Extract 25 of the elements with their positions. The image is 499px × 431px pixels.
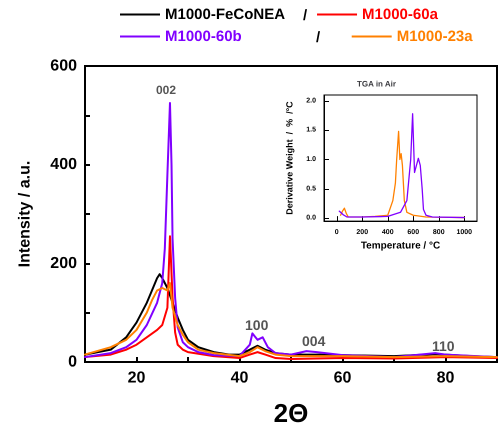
y-tick-label: 200 [50,254,78,272]
legend-label: M1000-60a [362,6,439,23]
annotation: 002 [156,83,176,97]
x-tick-label: 20 [128,370,146,386]
annotation: 100 [245,317,269,333]
text: / [316,29,321,46]
x-axis-title: Temperature / °C [360,240,440,252]
y-tick-label: 0 [68,354,78,370]
x-tick-label: 80 [436,370,454,386]
x-tick-label: 60 [334,370,352,386]
y-axis-title: Intensity / a.u. [16,160,34,268]
x-tick-label: 40 [230,370,248,386]
x-axis-title: 2Θ [274,398,308,428]
annotation: 110 [432,338,455,354]
y-axis-title: Derivative Weight / % /°C [284,100,294,215]
y-tick-label: 600 [50,58,78,74]
legend-label: M1000-FeCoNEA [165,6,286,23]
line-series [84,235,498,360]
line-series [338,113,465,218]
legend-label: M1000-23a [396,28,474,45]
text: / [303,7,308,24]
chart-title: TGA in Air [357,80,396,88]
legend-label: M1000-60b [165,28,242,45]
y-tick-label: 400 [50,156,78,174]
annotation: 004 [302,333,326,349]
